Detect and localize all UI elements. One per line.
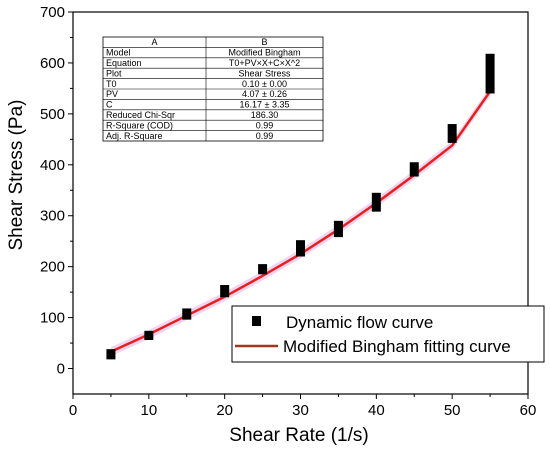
data-point <box>486 54 495 94</box>
table-row-label: Model <box>106 48 131 58</box>
x-tick-label: 50 <box>444 402 461 419</box>
table-row-label: PV <box>106 89 118 99</box>
x-tick-label: 0 <box>69 402 77 419</box>
table-header-cell: A <box>151 37 157 47</box>
x-tick-label: 30 <box>292 402 309 419</box>
x-axis-title: Shear Rate (1/s) <box>229 425 368 446</box>
data-point <box>144 331 153 340</box>
data-point <box>334 221 343 237</box>
fit-parameters-table: A B Model Modified Bingham Equation T0+PV×X+C… <box>103 37 323 141</box>
y-axis-title: Shear Stress (Pa) <box>6 100 27 251</box>
table-row-label: C <box>106 100 113 110</box>
table-row-value: 0.99 <box>256 120 274 130</box>
legend-marker-scatter <box>252 316 261 326</box>
data-point <box>372 193 381 212</box>
legend: Dynamic flow curve Modified Bingham fitt… <box>232 306 544 362</box>
data-point <box>448 124 457 143</box>
y-tick-label: 300 <box>40 208 65 225</box>
table-row-value: 4.07 ± 0.26 <box>242 89 287 99</box>
table-row-value: Shear Stress <box>238 68 291 78</box>
legend-label-line: Modified Bingham fitting curve <box>283 337 511 356</box>
data-point <box>410 162 419 176</box>
x-tick-label: 40 <box>368 402 385 419</box>
x-tick-label: 20 <box>216 402 233 419</box>
x-tick-label: 60 <box>520 402 537 419</box>
y-tick-label: 200 <box>40 259 65 276</box>
table-row-label: Plot <box>106 68 122 78</box>
table-row-label: T0 <box>106 79 117 89</box>
data-point <box>296 240 305 256</box>
table-row-label: R-Square (COD) <box>106 120 173 130</box>
y-tick-label: 600 <box>40 55 65 72</box>
y-tick-label: 500 <box>40 106 65 123</box>
table-row-label: Adj. R-Square <box>106 131 163 141</box>
table-row-value: 0.10 ± 0.00 <box>242 79 287 89</box>
table-row-label: Equation <box>106 58 142 68</box>
legend-label-scatter: Dynamic flow curve <box>286 313 433 332</box>
data-point <box>106 349 115 359</box>
data-point <box>258 264 267 274</box>
table-row-value: 16.17 ± 3.35 <box>240 100 290 110</box>
table-row-label: Reduced Chi-Sqr <box>106 110 175 120</box>
data-point <box>220 285 229 297</box>
table-row-value: Modified Bingham <box>228 48 300 58</box>
data-point <box>182 308 191 319</box>
table-row-value: 0.99 <box>256 131 274 141</box>
table-row-value: T0+PV×X+C×X^2 <box>229 58 300 68</box>
y-tick-label: 400 <box>40 157 65 174</box>
y-tick-label: 0 <box>57 361 65 378</box>
table-header-cell: B <box>261 37 267 47</box>
y-tick-label: 700 <box>40 4 65 21</box>
x-tick-label: 10 <box>140 402 157 419</box>
y-tick-label: 100 <box>40 310 65 327</box>
table-row-value: 186.30 <box>251 110 279 120</box>
